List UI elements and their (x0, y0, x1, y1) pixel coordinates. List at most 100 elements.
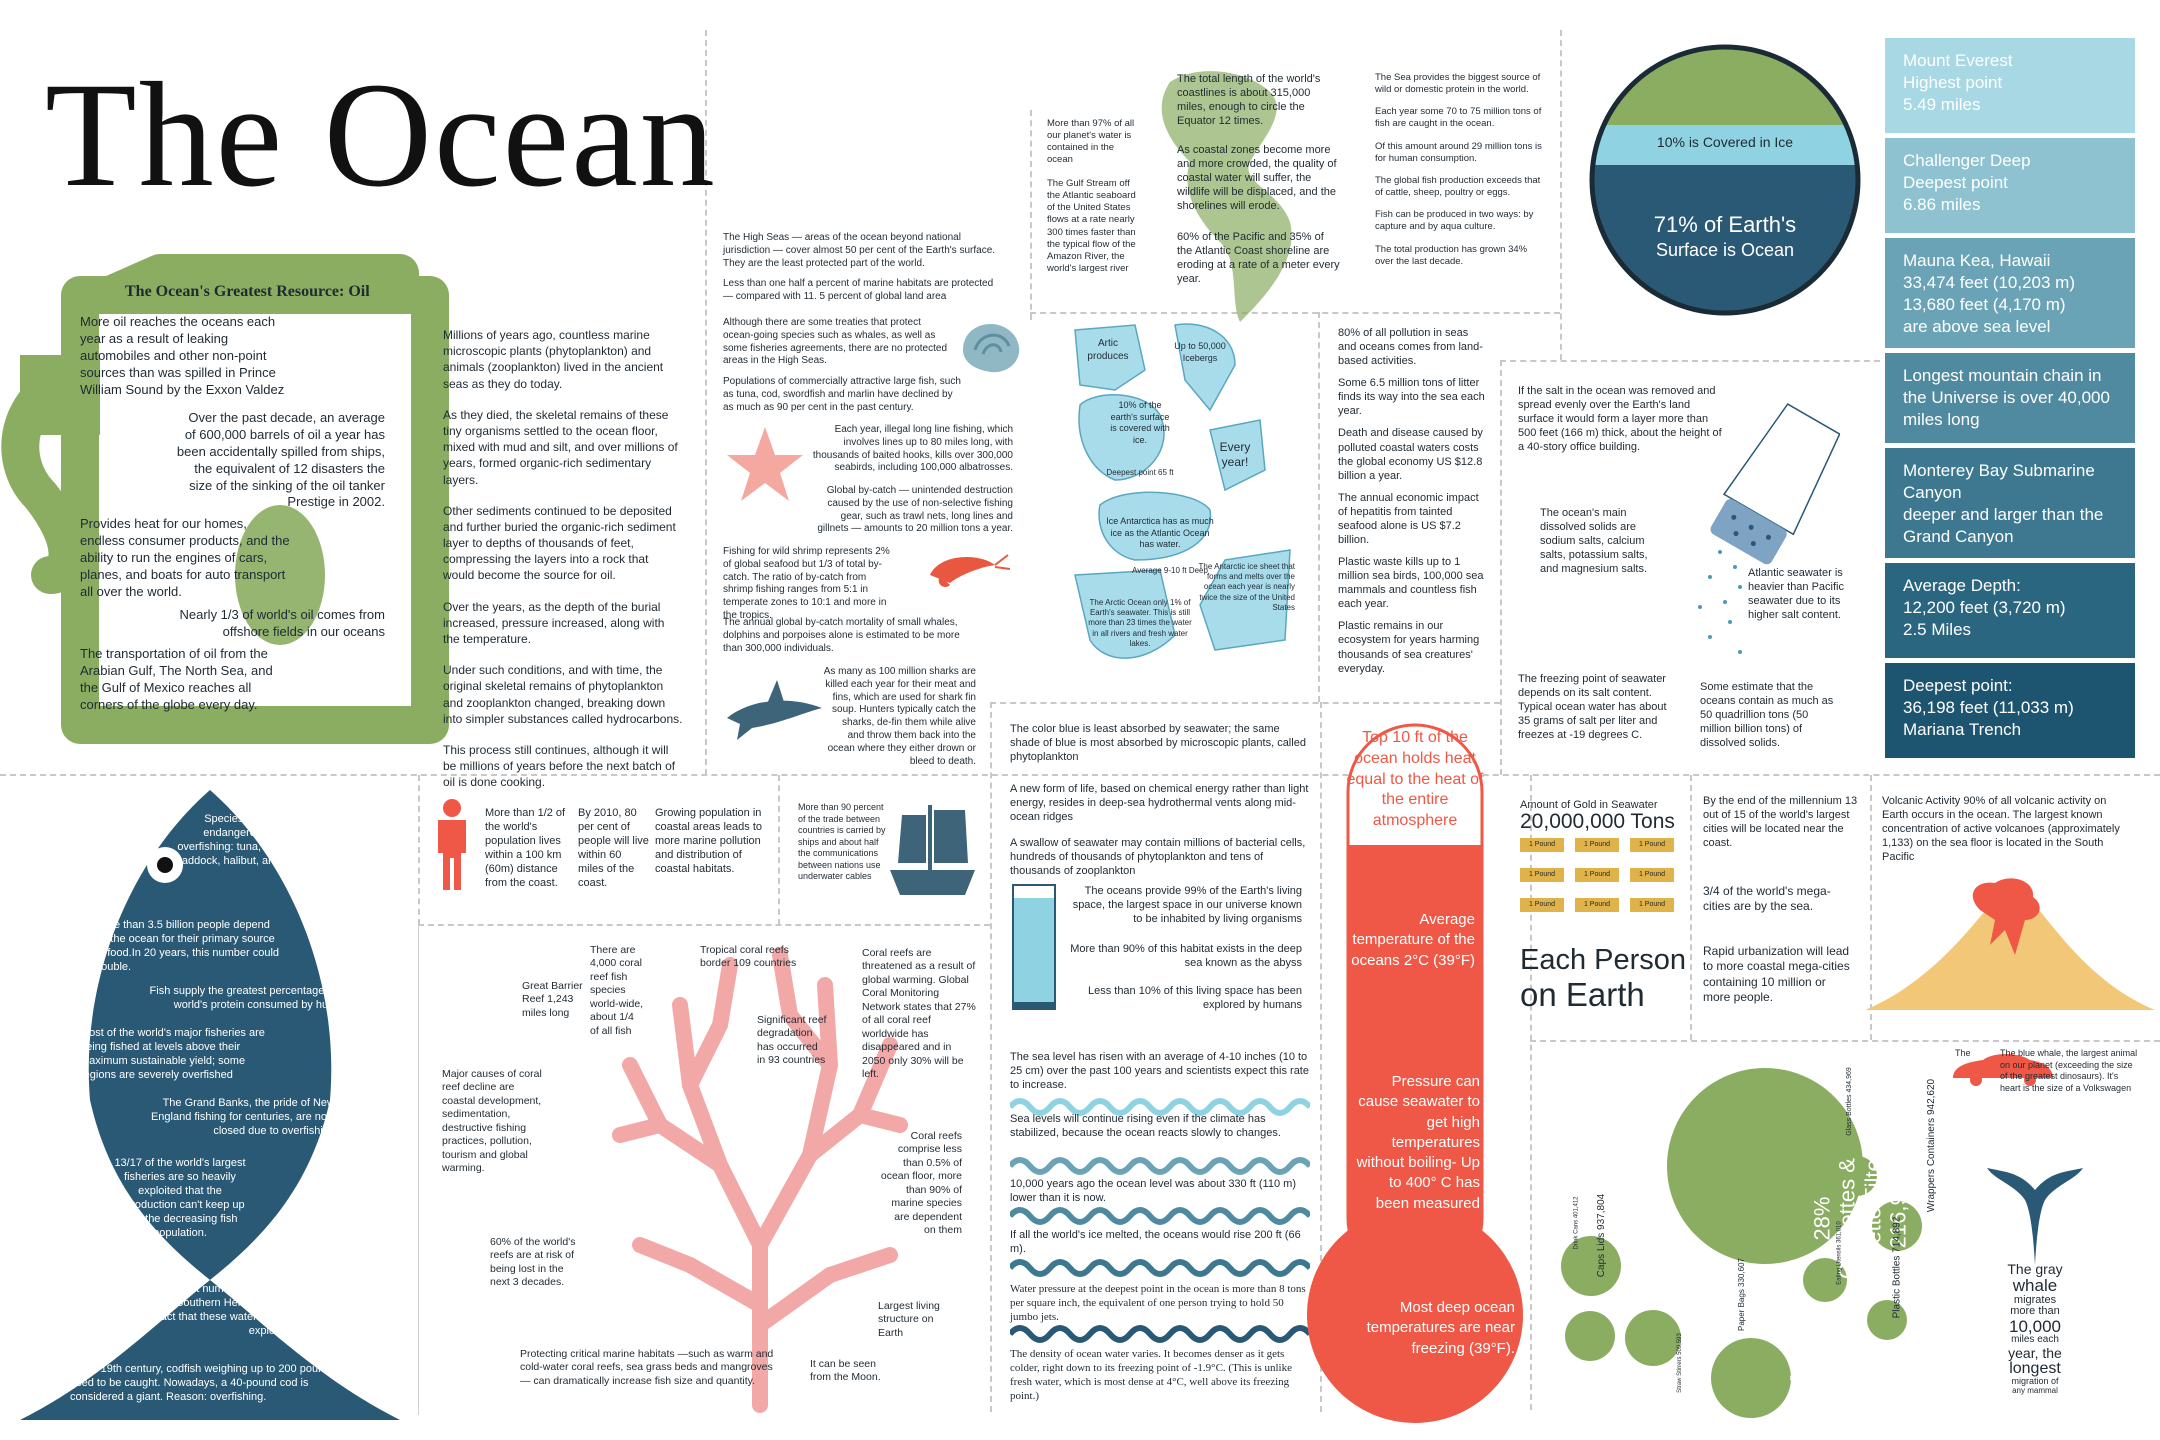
cities-text: By the end of the millennium 13 out of 1… (1703, 795, 1858, 850)
wave-icon (1007, 1202, 1313, 1228)
salt-text: The ocean's main dissolved solids are so… (1540, 507, 1648, 576)
oil-heading: The Ocean's Greatest Resource: Oil (125, 283, 370, 300)
light-text: The color blue is least absorbed by seaw… (1010, 723, 1306, 764)
cities-text: 3/4 of the world's mega-cities are by th… (1703, 884, 1831, 914)
coral-text: Significant reef degradation has occurre… (757, 1014, 827, 1067)
divider (418, 924, 990, 926)
light-text: Less than 10% of this living space has b… (1087, 985, 1302, 1012)
light-text: The oceans provide 99% of the Earth's li… (1072, 885, 1302, 926)
ruler-band: Average Depth: 12,200 feet (3,720 m) 2.5 M… (1885, 563, 2135, 658)
ruler-band: Longest mountain chain in the Universe is… (1885, 353, 2135, 443)
wave-icon (1007, 1320, 1313, 1346)
trash-bubbles (1561, 1068, 1922, 1418)
coral-text: 60% of the world's reefs are at risk of … (490, 1236, 576, 1289)
whale-text: The (1955, 1048, 1971, 1058)
thermo-avg: Average temperature of the oceans 2°C (3… (1351, 911, 1475, 969)
ice-text: Average 9-10 ft Deep (1132, 566, 1208, 575)
divider (0, 774, 2160, 776)
thermo-deep: Most deep ocean temperatures are near fr… (1366, 1299, 1515, 1357)
divider (1030, 110, 1032, 320)
divider (1500, 360, 1880, 362)
coral-text: Major causes of coral reef decline are c… (442, 1068, 542, 1175)
high-seas-text: Although there are some treaties that pr… (723, 317, 948, 367)
salt-text: Some estimate that the oceans contain as… (1700, 681, 1834, 750)
protein-text: The Sea provides the biggest source of w… (1375, 72, 1542, 267)
shark-icon (727, 680, 822, 740)
gold-value: 20,000,000 Tons (1520, 810, 1675, 833)
oil-text: Over the past decade, an average of 600,… (176, 410, 385, 510)
trash-label: Wrappers Containers 942,620 (1926, 1078, 1938, 1213)
sea-level-text: If all the world's ice melted, the ocean… (1010, 1229, 1301, 1256)
ice-text: 10% of the earth's surface is covered wi… (1110, 400, 1170, 445)
water-glass-icon (1012, 884, 1056, 1010)
coast-text: The total length of the world's coastlin… (1177, 73, 1321, 128)
ice-text: Every year! (1219, 440, 1251, 470)
cities-text: Rapid urbanization will lead to more coa… (1703, 944, 1850, 1005)
ice-text: Ice Antarctica has as much ice as the At… (1106, 516, 1214, 550)
globe-icon (1589, 44, 1861, 316)
high-seas-text: Global by-catch — unintended destruction… (817, 485, 1013, 535)
sea-level-text: Sea levels will continue rising even if … (1010, 1113, 1281, 1140)
light-text: A swallow of seawater may contain millio… (1010, 837, 1306, 878)
page-title: The Ocean (45, 52, 717, 218)
trash-label: Glass Bottles 434,969 (1845, 1067, 1853, 1136)
ship-icon (890, 805, 975, 895)
salt-text: Atlantic seawater is heavier than Pacifi… (1748, 567, 1844, 622)
gold-bar: 1 Pound (1575, 868, 1619, 882)
gold-bars: 1 Pound 1 Pound 1 Pound 1 Pound 1 Pound … (1520, 838, 1685, 938)
trash-label: Eating Utensils 361,010 (1836, 1221, 1843, 1285)
trash-label: Drink Cans 401,412 (1573, 1196, 1580, 1250)
divider (1560, 30, 1562, 360)
high-seas-text: Less than one half a percent of marine h… (723, 278, 994, 302)
coral-text: It can be seen from the Moon. (810, 1358, 881, 1384)
water-level (1014, 898, 1054, 1008)
whale-text: The blue whale, the largest animal on ou… (2000, 1048, 2138, 1093)
light-text: A new form of life, based on chemical en… (1010, 783, 1309, 824)
people-text: By 2010, 80 per cent of people will live… (578, 807, 649, 890)
fish-text: More than 3.5 billion people depend on t… (95, 919, 280, 974)
divider (1500, 360, 1502, 775)
trash-label: Straw Stirrers 509,593 (1676, 1333, 1683, 1393)
fish-text: In the 19th century, codfish weighing up… (70, 1363, 336, 1404)
trash-label: Paper Bags 330,607 (1736, 1258, 1746, 1331)
sea-level-text: The sea level has risen with an average … (1010, 1051, 1309, 1092)
oil-text: Provides heat for our homes, endless con… (80, 516, 290, 599)
depth-ruler: Mount Everest Highest point 5.49 miles Cha… (1885, 38, 2135, 758)
coral-text: Protecting critical marine habitats —suc… (520, 1348, 774, 1387)
ocean-label: Surface is Ocean (1655, 240, 1795, 260)
people-text: More than 90 percent of the trade betwee… (798, 802, 886, 882)
starfish-icon (727, 427, 803, 501)
oil-text: Nearly 1/3 of world's oil comes from off… (179, 607, 386, 639)
divider (778, 775, 780, 925)
car-icon (1953, 1054, 2053, 1086)
ice-label: 10% is Covered in Ice (1656, 134, 1794, 150)
gold-bar: 1 Pound (1630, 898, 1674, 912)
high-seas-text: Each year, illegal long line fishing, wh… (812, 424, 1013, 474)
thermo-pressure: Pressure can cause seawater to get high … (1356, 1073, 1480, 1212)
coral-text: Coral reefs are threatened as a result o… (862, 947, 976, 1080)
people-text: More than 1/2 of the world's population … (485, 807, 566, 890)
salt-text: If the salt in the ocean was removed and… (1518, 385, 1722, 454)
oil-text: More oil reaches the oceans each year as… (80, 314, 285, 397)
ice-text: The Antarctic ice sheet that forms and m… (1198, 562, 1296, 612)
oil-text: The transportation of oil from the Arabi… (80, 646, 273, 712)
ruler-band: Monterey Bay Submarine Canyon deeper and l… (1885, 448, 2135, 558)
gray-whale-text: The gray whale migrates more than 10,000… (2007, 1261, 2063, 1395)
trash-label: 12% Plastic Bags 1,377,144 (1789, 1310, 1801, 1437)
coral-text: There are 4,000 coral reef fish species … (590, 944, 644, 1037)
person-icon (438, 799, 466, 890)
sea-level-text: Water pressure at the deepest point in t… (1010, 1283, 1306, 1324)
gold-bar: 1 Pound (1630, 868, 1674, 882)
light-text: More than 90% of this habitat exists in … (1070, 943, 1302, 970)
ice-text: The Arctic Ocean only 1% of Earth's seaw… (1088, 598, 1192, 648)
ruler-band: Challenger Deep Deepest point 6.86 miles (1885, 138, 2135, 233)
divider (705, 30, 707, 775)
coast-text: 60% of the Pacific and 35% of the Atlant… (1177, 231, 1340, 286)
gold-label: Amount of Gold in Seawater (1520, 799, 1658, 811)
divider (1318, 312, 1320, 702)
fish-shape-icon (20, 790, 400, 1420)
wave-icon (1007, 1254, 1313, 1280)
high-seas-text: As many as 100 million sharks are killed… (823, 666, 976, 767)
ice-text: Up to 50,000 Icebergs (1174, 341, 1226, 363)
trash-label: Caps Lids 937,804 (1596, 1193, 1608, 1278)
